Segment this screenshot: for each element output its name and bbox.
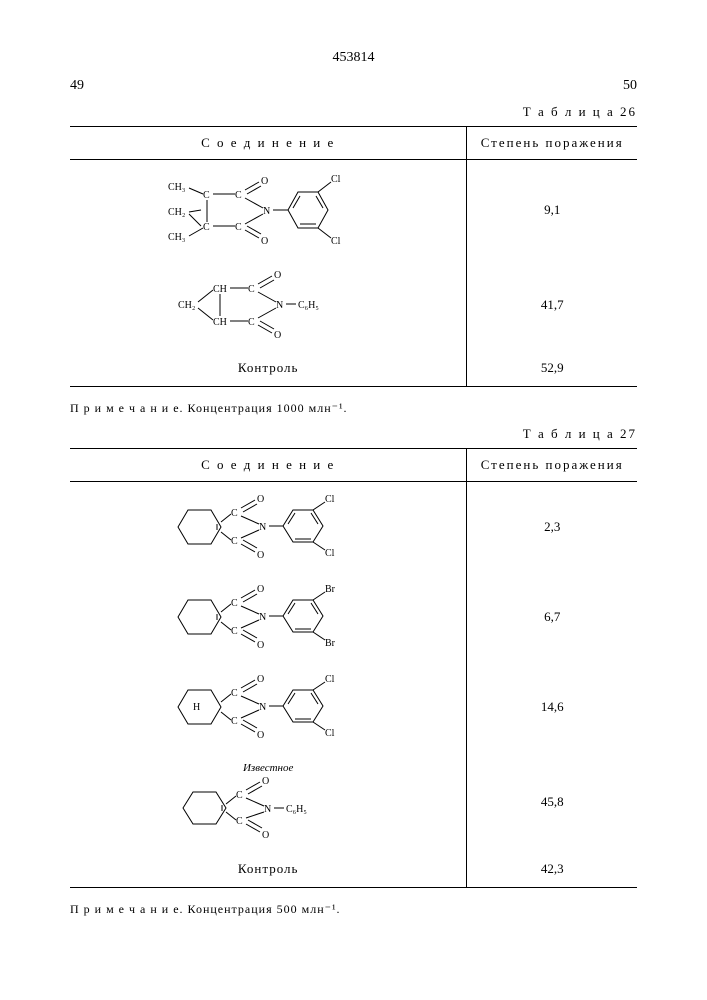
svg-text:CH: CH [213,317,227,328]
chem-structure-icon: CH₂ CH CH C O C [168,270,368,340]
structure-cell: CH₃ CH₂ CH₃ C C C [70,160,467,261]
structure-cell: C C O O N [70,482,467,573]
known-label: Известное [74,762,462,774]
table-row: Контроль 52,9 [70,350,637,387]
value-cell: 52,9 [467,350,637,387]
svg-text:N: N [263,206,270,217]
table27-header-degree: Степень поражения [467,449,637,482]
table-row: C C O O N [70,572,637,662]
table-row: C C O O N [70,482,637,573]
svg-text:C: C [231,536,238,547]
chem-structure-icon: C C O O N C₆H₅ [168,776,368,841]
svg-text:Br: Br [325,584,336,595]
control-cell: Контроль [70,851,467,888]
page-numbers: 49 50 [70,78,637,94]
svg-text:N: N [259,522,266,533]
value-cell: 9,1 [467,160,637,261]
svg-text:C₆H₅: C₆H₅ [298,300,319,311]
svg-text:C: C [236,816,243,827]
svg-text:C: C [236,790,243,801]
svg-text:N: N [276,300,283,311]
page-right: 50 [623,78,637,94]
table26-label: Т а б л и ц а 26 [70,104,637,120]
table27-note: П р и м е ч а н и е. Концентрация 500 мл… [70,902,637,917]
svg-text:O: O [257,674,264,685]
table27-header-compound: С о е д и н е н и е [70,449,467,482]
value-cell: 42,3 [467,851,637,888]
svg-text:C: C [235,222,242,233]
svg-text:C: C [203,190,210,201]
svg-text:Cl: Cl [325,494,335,505]
value-cell: 45,8 [467,752,637,851]
svg-text:Cl: Cl [325,548,335,559]
svg-text:O: O [262,776,269,787]
table27: С о е д и н е н и е Степень поражения C … [70,448,637,888]
svg-text:H: H [193,702,200,713]
svg-text:O: O [257,550,264,561]
svg-text:C: C [231,626,238,637]
svg-text:C: C [231,716,238,727]
table26-note: П р и м е ч а н и е. Концентрация 1000 м… [70,401,637,416]
chem-structure-icon: H C C O O N [163,672,373,742]
svg-text:Cl: Cl [331,174,341,185]
svg-text:O: O [257,584,264,595]
svg-text:Cl: Cl [325,728,335,739]
svg-text:C₆H₅: C₆H₅ [286,804,307,815]
svg-text:C: C [248,317,255,328]
control-cell: Контроль [70,350,467,387]
structure-cell: Известное C C O O N [70,752,467,851]
page-left: 49 [70,78,84,94]
svg-text:O: O [261,236,268,247]
structure-cell: C C O O N [70,572,467,662]
svg-text:CH: CH [213,284,227,295]
document-number: 453814 [70,50,637,66]
table26-header-degree: Степень поражения [467,127,637,160]
value-cell: 14,6 [467,662,637,752]
table-row: Известное C C O O N [70,752,637,851]
svg-text:CH₃: CH₃ [168,232,185,243]
svg-text:O: O [257,640,264,651]
svg-text:C: C [231,688,238,699]
svg-text:N: N [264,804,271,815]
svg-text:Cl: Cl [331,236,341,247]
svg-text:CH₂: CH₂ [178,300,195,311]
svg-text:O: O [257,730,264,741]
table26-header-compound: С о е д и н е н и е [70,127,467,160]
svg-text:C: C [248,284,255,295]
table27-label: Т а б л и ц а 27 [70,426,637,442]
svg-text:C: C [231,508,238,519]
svg-text:N: N [259,702,266,713]
svg-text:C: C [231,598,238,609]
svg-text:O: O [261,176,268,187]
svg-text:C: C [235,190,242,201]
svg-text:CH₂: CH₂ [168,207,185,218]
svg-text:O: O [274,330,281,340]
table26: С о е д и н е н и е Степень поражения CH… [70,126,637,387]
chem-structure-icon: C C O O N [163,492,373,562]
chem-structure-icon: CH₃ CH₂ CH₃ C C C [163,170,373,250]
svg-text:CH₃: CH₃ [168,182,185,193]
svg-text:C: C [203,222,210,233]
chem-structure-icon: C C O O N [163,582,373,652]
table-row: CH₃ CH₂ CH₃ C C C [70,160,637,261]
structure-cell: CH₂ CH CH C O C [70,260,467,350]
svg-text:Br: Br [325,638,336,649]
svg-text:O: O [274,270,281,281]
svg-text:Cl: Cl [325,674,335,685]
table-row: CH₂ CH CH C O C [70,260,637,350]
value-cell: 41,7 [467,260,637,350]
svg-text:N: N [259,612,266,623]
value-cell: 6,7 [467,572,637,662]
value-cell: 2,3 [467,482,637,573]
table-row: H C C O O N [70,662,637,752]
svg-text:O: O [262,830,269,841]
table-row: Контроль 42,3 [70,851,637,888]
svg-text:O: O [257,494,264,505]
structure-cell: H C C O O N [70,662,467,752]
